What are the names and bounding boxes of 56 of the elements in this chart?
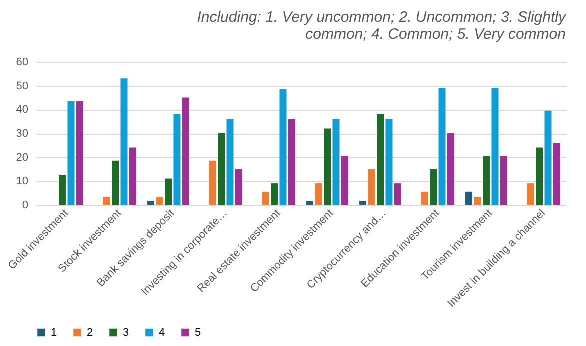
bar	[438, 88, 446, 205]
bar	[103, 197, 110, 205]
y-tick-label: 50	[16, 80, 28, 92]
bar	[280, 89, 287, 205]
legend-label: 1	[51, 326, 58, 339]
bar	[527, 184, 534, 205]
bar	[394, 184, 402, 205]
bar	[288, 119, 296, 205]
bar	[386, 119, 393, 205]
y-tick-label: 0	[22, 200, 28, 212]
bar	[341, 156, 348, 205]
bar	[324, 128, 331, 205]
bar	[332, 119, 340, 205]
bar	[421, 192, 428, 205]
bar	[360, 201, 367, 205]
bar	[165, 178, 172, 205]
y-tick-label: 30	[16, 128, 28, 140]
bar	[377, 114, 384, 205]
bar	[174, 114, 181, 205]
y-tick-label: 60	[16, 56, 28, 68]
y-tick-label: 40	[16, 104, 28, 116]
bar	[59, 175, 66, 205]
legend-label: 3	[123, 326, 130, 339]
bar	[112, 160, 119, 205]
bar	[129, 148, 136, 205]
bar	[536, 148, 543, 205]
bar	[500, 156, 508, 205]
bar	[271, 184, 278, 205]
bar	[156, 197, 164, 205]
bar	[492, 88, 499, 205]
bar	[447, 134, 454, 205]
bar	[474, 197, 482, 205]
bar	[182, 98, 190, 205]
bar	[553, 143, 560, 205]
bar	[209, 160, 216, 205]
legend-label: 5	[195, 326, 202, 339]
bar	[226, 119, 234, 205]
bar	[120, 78, 128, 205]
chart-title: Including: 1. Very uncommon; 2. Uncommon; 3. Slightly common; 4. Common; 5. Very common	[197, 9, 568, 43]
y-tick-label: 10	[16, 176, 28, 188]
bar	[544, 110, 552, 205]
bar	[218, 134, 225, 205]
bar	[68, 101, 75, 205]
y-tick-label: 20	[16, 152, 28, 164]
bar	[315, 184, 322, 205]
bar	[368, 169, 376, 205]
bar	[235, 169, 242, 205]
bar	[430, 169, 437, 205]
legend-label: 4	[159, 326, 166, 339]
bar	[483, 156, 490, 205]
bar	[466, 192, 473, 205]
bar	[262, 192, 270, 205]
bar	[76, 101, 84, 205]
legend-label: 2	[87, 326, 94, 339]
bar	[306, 201, 314, 205]
bar	[148, 201, 155, 205]
